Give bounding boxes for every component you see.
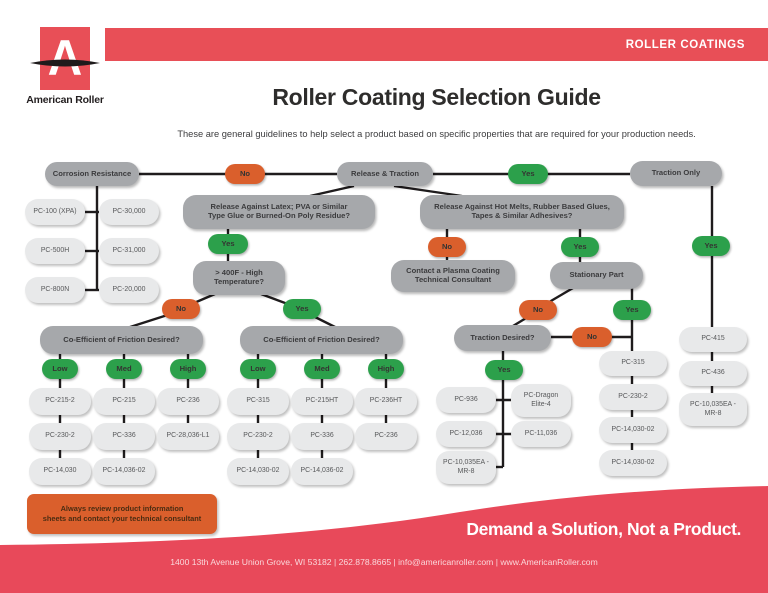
decision-yes-hot-melts: Yes (561, 237, 599, 257)
product-pc-336-m: PC-336 (291, 423, 353, 450)
decision-yes-high-temp: Yes (283, 299, 321, 319)
q-traction-desired: Traction Desired? (454, 325, 551, 351)
product-pc-236-l: PC-236 (157, 388, 219, 415)
q-release-latex: Release Against Latex; PVA or Similar Ty… (183, 195, 375, 229)
product-pc-30000: PC-30,000 (99, 199, 159, 225)
product-pc-230-2-s: PC-230-2 (599, 384, 667, 410)
product-pc-28036-l1: PC-28,036-L1 (157, 423, 219, 450)
footer-contact: 1400 13th Avenue Union Grove, WI 53182 |… (170, 557, 598, 567)
decision-high-left: High (170, 359, 206, 379)
roller-coatings-banner: ROLLER COATINGS (105, 28, 768, 61)
product-pc-14030-02-s2: PC-14,030-02 (599, 450, 667, 476)
product-pc-31000: PC-31,000 (99, 238, 159, 264)
q-stationary-part: Stationary Part (550, 262, 643, 289)
page-title: Roller Coating Selection Guide (272, 84, 601, 110)
brand-name: American Roller (26, 94, 104, 106)
q-contact-plasma-consultant: Contact a Plasma Coating Technical Consu… (391, 260, 515, 292)
q-corrosion-resistance: Corrosion Resistance (45, 162, 139, 186)
product-pc-230-2-m: PC-230-2 (227, 423, 289, 450)
connector-line (309, 184, 355, 198)
product-pc-10035ea-mr8-b: PC-10,035EA - MR-8 (679, 393, 747, 426)
product-pc-14030: PC-14,030 (29, 458, 91, 485)
product-pc-215-2: PC-215-2 (29, 388, 91, 415)
product-pc-100-xpa: PC-100 (XPA) (25, 199, 85, 225)
decision-low-left: Low (42, 359, 78, 379)
product-pc-336-l: PC-336 (93, 423, 155, 450)
product-pc-315-s: PC-315 (599, 351, 667, 376)
q-high-temperature: > 400F - High Temperature? (193, 261, 285, 295)
roller-lens-icon (30, 59, 100, 67)
product-pc-315-m: PC-315 (227, 388, 289, 415)
q-traction-only: Traction Only (630, 161, 722, 186)
decision-med-left: Med (106, 359, 142, 379)
product-pc-236-m: PC-236 (355, 423, 417, 450)
product-pc-230-2-l: PC-230-2 (29, 423, 91, 450)
product-pc-dragon-elite-4: PC-Dragon Elite-4 (511, 384, 571, 417)
decision-no-hot-melts: No (428, 237, 466, 257)
product-pc-11036: PC-11,036 (511, 421, 571, 447)
product-pc-12036: PC-12,036 (436, 421, 496, 447)
page-subtitle: These are general guidelines to help sel… (177, 129, 696, 139)
logo-letter: A (47, 30, 83, 86)
product-pc-236ht: PC-236HT (355, 388, 417, 415)
decision-med-right: Med (304, 359, 340, 379)
decision-no-high-temp: No (162, 299, 200, 319)
footer-wave (0, 486, 768, 593)
footer-tagline: Demand a Solution, Not a Product. (466, 519, 741, 539)
decision-yes-traction-only-col: Yes (692, 236, 730, 256)
product-pc-936: PC-936 (436, 387, 496, 413)
decision-no-corrosion: No (225, 164, 265, 184)
decision-yes-stationary: Yes (613, 300, 651, 320)
banner-label: ROLLER COATINGS (625, 38, 745, 51)
review-note: Always review product information sheets… (27, 494, 217, 534)
product-pc-436: PC-436 (679, 361, 747, 386)
decision-low-right: Low (240, 359, 276, 379)
product-pc-215ht: PC-215HT (291, 388, 353, 415)
product-pc-14030-02-s1: PC-14,030-02 (599, 417, 667, 443)
product-pc-215: PC-215 (93, 388, 155, 415)
q-release-and-traction: Release & Traction (337, 162, 433, 186)
product-pc-415: PC-415 (679, 327, 747, 352)
product-pc-14036-02-m: PC-14,036-02 (291, 458, 353, 485)
q-release-hot-melts: Release Against Hot Melts, Rubber Based … (420, 195, 624, 229)
decision-yes-traction-only: Yes (508, 164, 548, 184)
product-pc-500h: PC-500H (25, 238, 85, 264)
decision-no-traction-desired: No (572, 327, 612, 347)
q-friction-left: Co-Efficient of Friction Desired? (40, 326, 203, 354)
decision-high-right: High (368, 359, 404, 379)
decision-yes-latex: Yes (208, 234, 248, 254)
product-pc-10035ea-mr8-a: PC-10,035EA - MR-8 (436, 451, 496, 484)
product-pc-14036-02-l: PC-14,036-02 (93, 458, 155, 485)
decision-yes-traction-desired: Yes (485, 360, 523, 380)
product-pc-14030-02-m: PC-14,030-02 (227, 458, 289, 485)
american-roller-logo: A (40, 27, 90, 90)
q-friction-right: Co-Efficient of Friction Desired? (240, 326, 403, 354)
connector-line (393, 184, 463, 198)
decision-no-stationary: No (519, 300, 557, 320)
product-pc-800n: PC-800N (25, 277, 85, 303)
product-pc-20000: PC-20,000 (99, 277, 159, 303)
